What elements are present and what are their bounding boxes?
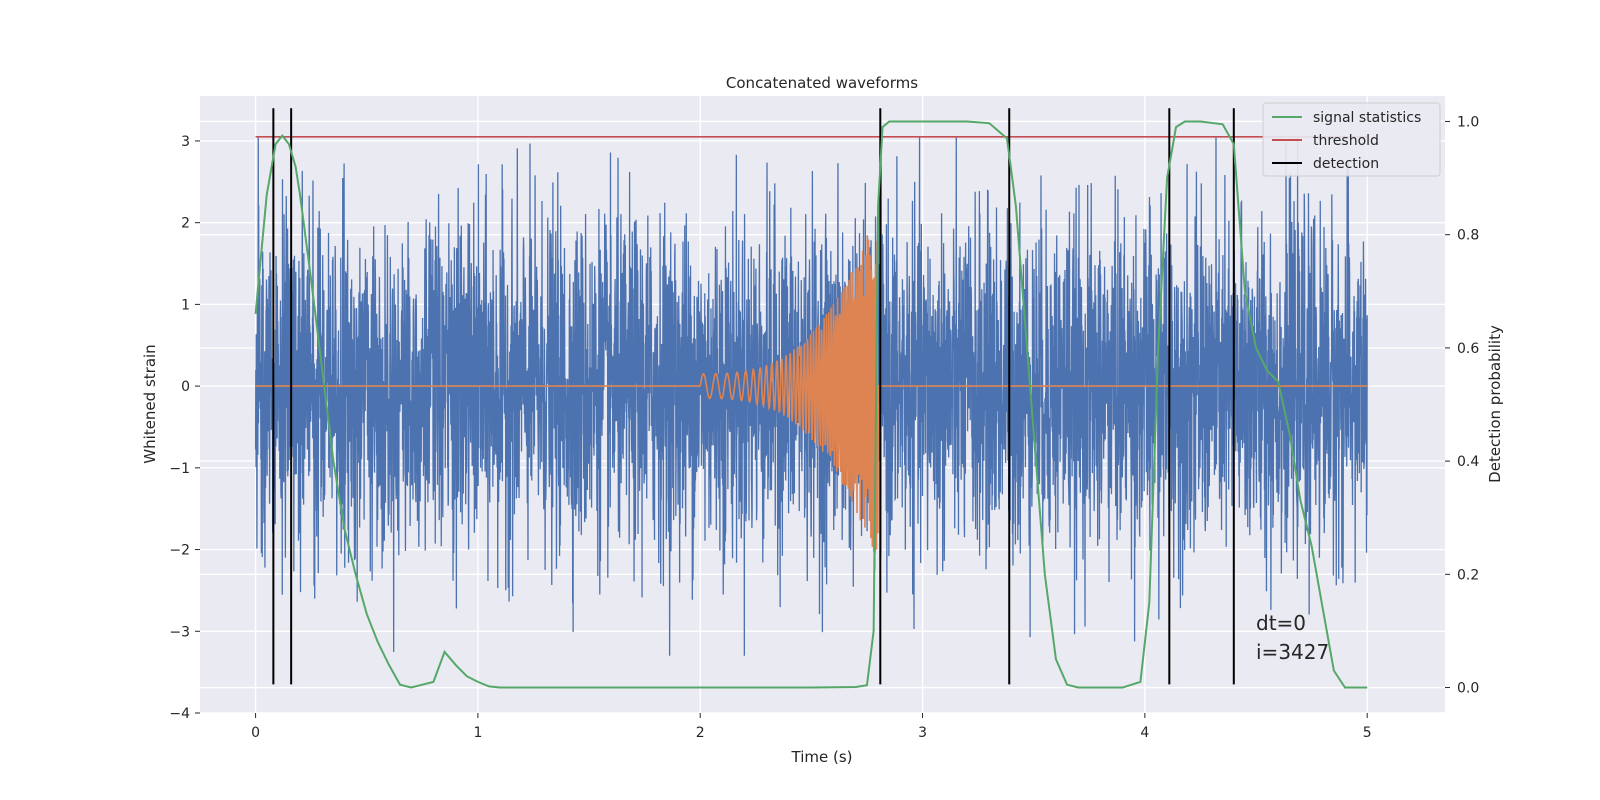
y-tick-label-right: 0.8 xyxy=(1457,228,1479,244)
x-tick-label: 4 xyxy=(1140,725,1149,741)
y-tick-label-right: 1.0 xyxy=(1457,114,1479,130)
x-tick-label: 3 xyxy=(918,725,927,741)
y-tick-label-left: 1 xyxy=(181,297,190,313)
legend: signal statistics threshold detection xyxy=(1262,102,1441,177)
y-axis-title-right: Detection probability xyxy=(1486,325,1504,483)
chart-title: Concatenated waveforms xyxy=(726,74,918,92)
y-tick-label-right: 0.6 xyxy=(1457,341,1479,357)
axes: 0 1 2 3 4 5 −4 −3 −2 −1 0 1 2 3 0.0 0.2 0.4 0.6 0.8 1.0 xyxy=(169,114,1479,741)
legend-box xyxy=(1262,102,1441,177)
y-tick-label-right: 0.2 xyxy=(1457,567,1479,583)
y-tick-label-left: 3 xyxy=(181,134,190,150)
x-tick-label: 2 xyxy=(696,725,705,741)
annotations: dt=0 i=3427 xyxy=(1256,611,1329,664)
y-tick-label-left: −1 xyxy=(169,461,190,477)
y-tick-label-left: 0 xyxy=(181,379,190,395)
x-axis-title: Time (s) xyxy=(791,748,853,766)
plot-layer xyxy=(254,108,1368,689)
x-tick-label: 0 xyxy=(251,725,260,741)
y-tick-label-left: 2 xyxy=(181,216,190,232)
annotation-i: i=3427 xyxy=(1256,640,1329,664)
x-tick-label: 5 xyxy=(1363,725,1372,741)
y-tick-label-left: −3 xyxy=(169,624,190,640)
legend-label-detection: detection xyxy=(1313,156,1379,172)
legend-label-signal-statistics: signal statistics xyxy=(1313,110,1421,126)
y-tick-label-left: −4 xyxy=(169,706,190,722)
noise-trace xyxy=(254,136,1368,656)
x-tick-label: 1 xyxy=(473,725,482,741)
annotation-dt: dt=0 xyxy=(1256,611,1306,635)
legend-label-threshold: threshold xyxy=(1313,133,1379,149)
signal-statistics-line xyxy=(254,120,1368,689)
y-tick-label-right: 0.4 xyxy=(1457,454,1479,470)
y-tick-label-right: 0.0 xyxy=(1457,681,1479,697)
y-tick-label-left: −2 xyxy=(169,543,190,559)
y-axis-title-left: Whitened strain xyxy=(141,344,159,463)
chirp-waveform xyxy=(255,235,1368,554)
